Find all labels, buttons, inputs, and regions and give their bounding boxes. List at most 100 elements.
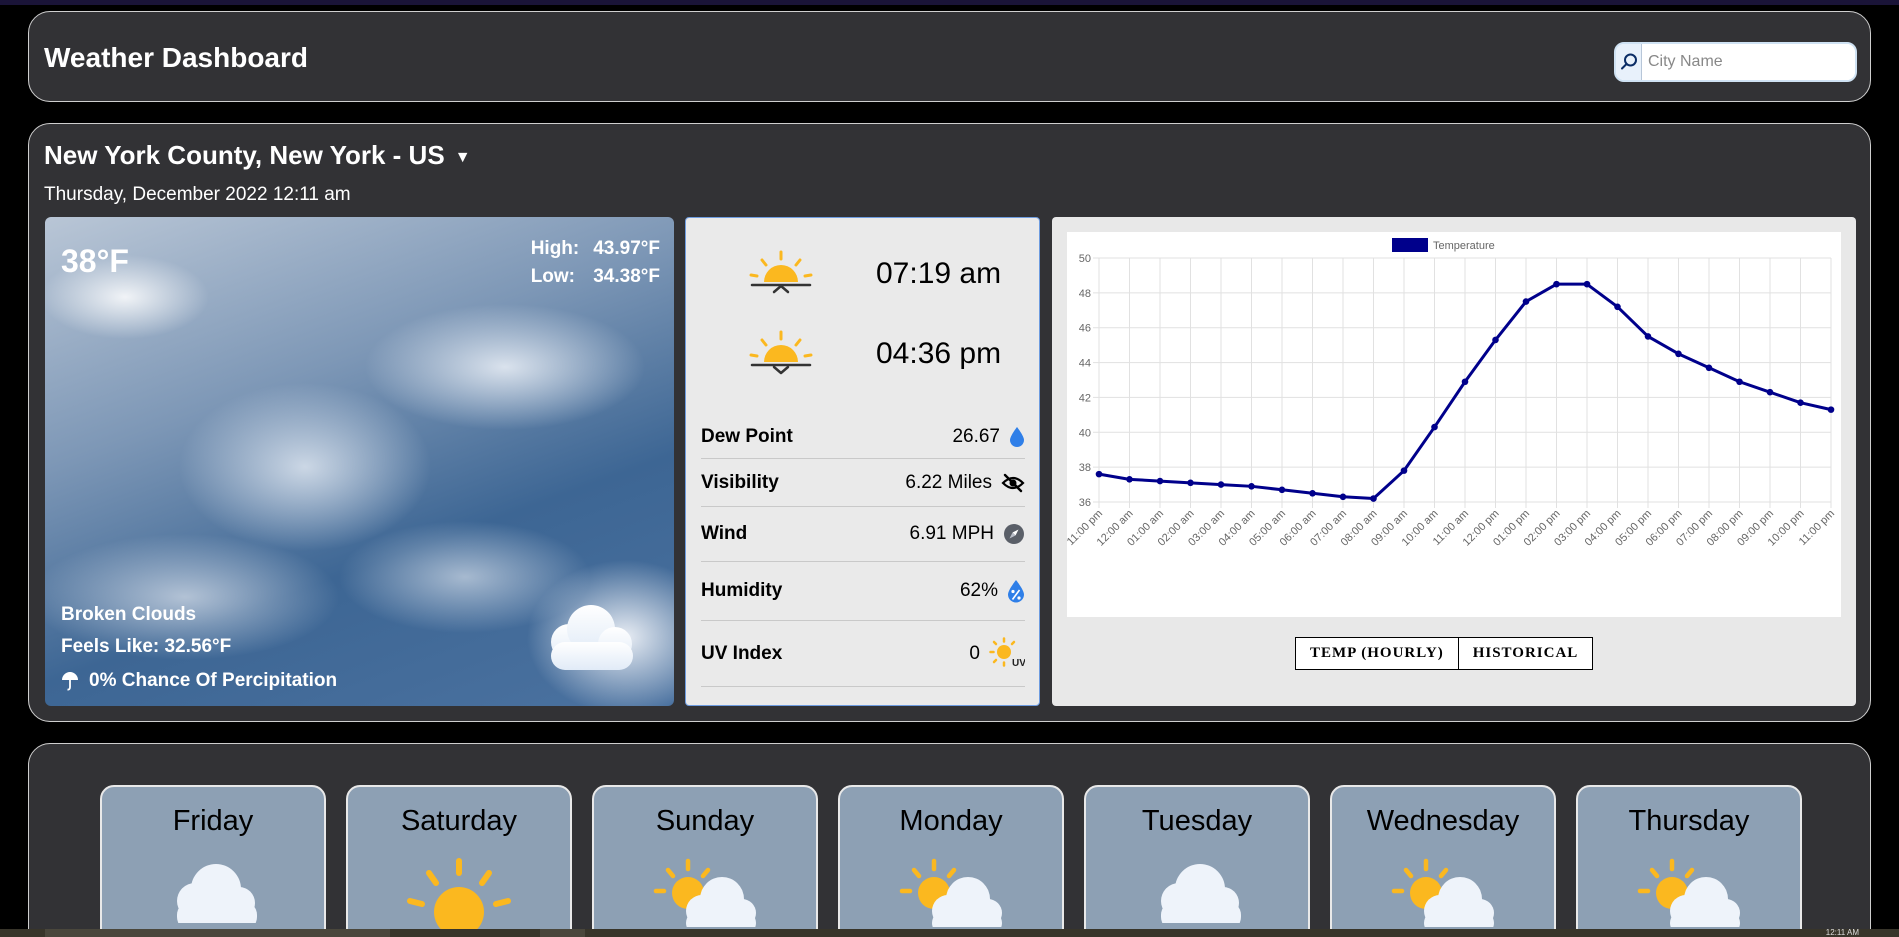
forecast-day: Friday bbox=[172, 805, 254, 837]
forecast-card-friday[interactable]: Friday bbox=[100, 785, 326, 937]
tab-temp-hourly[interactable]: TEMP (HOURLY) bbox=[1295, 637, 1459, 670]
current-temperature: 38°F bbox=[61, 243, 129, 279]
search-input[interactable] bbox=[1642, 44, 1855, 80]
header-bar: Weather Dashboard bbox=[28, 11, 1871, 102]
temperature-point bbox=[1827, 406, 1835, 413]
partly-cloudy-icon bbox=[653, 858, 756, 927]
current-weather-panel: New York County, New York - US ▼ Thursda… bbox=[28, 123, 1871, 722]
detail-list: Dew Point 26.67 Visibility 6.22 Miles Wi… bbox=[701, 415, 1025, 687]
legend-label: Temperature bbox=[1433, 240, 1495, 252]
search-button[interactable] bbox=[1616, 44, 1642, 80]
temperature-chart: 36 38 40 42 44 46 48 50 11:00 pm 12:00 am 01:00 am… bbox=[1065, 232, 1841, 617]
detail-label: UV Index bbox=[701, 642, 783, 664]
detail-label: Dew Point bbox=[701, 425, 793, 447]
forecast-day: Sunday bbox=[655, 805, 755, 837]
temperature-point bbox=[1736, 378, 1743, 386]
temperature-point bbox=[1217, 481, 1225, 488]
temperature-point bbox=[1553, 280, 1560, 288]
y-tick-label: 48 bbox=[1079, 288, 1091, 300]
forecast-card-saturday[interactable]: Saturday bbox=[346, 785, 572, 937]
temperature-point bbox=[1675, 350, 1682, 358]
low-label: Low: bbox=[530, 266, 576, 287]
high-low-temps: High: 43.97°F Low: 34.38°F bbox=[531, 235, 660, 291]
detail-label: Visibility bbox=[701, 471, 779, 493]
taskbar-search[interactable] bbox=[45, 929, 390, 937]
detail-value: 6.22 Miles bbox=[905, 471, 992, 493]
high-label: High: bbox=[530, 238, 580, 259]
low-value: 34.38°F bbox=[593, 266, 660, 287]
os-taskbar: 12:11 AM bbox=[0, 929, 1899, 937]
sunrise-time: 07:19 am bbox=[876, 257, 1002, 290]
partly-cloudy-icon bbox=[1637, 858, 1740, 927]
sunrise-icon bbox=[749, 250, 813, 294]
sunset-icon bbox=[749, 330, 813, 375]
uv-sun-icon: UV bbox=[989, 636, 1025, 669]
eye-slash-icon bbox=[1001, 473, 1025, 492]
sunset-time: 04:36 pm bbox=[876, 337, 1002, 370]
current-conditions-card: 38°F High: 43.97°F Low: 34.38°F Broken Clo… bbox=[45, 217, 674, 706]
forecast-day: Wednesday bbox=[1366, 805, 1520, 837]
taskbar-clock: 12:11 AM bbox=[1825, 928, 1859, 937]
y-tick-label: 36 bbox=[1079, 497, 1091, 509]
weather-description: Broken Clouds bbox=[61, 604, 197, 625]
browser-top-strip bbox=[0, 0, 1899, 5]
precipitation-chance: 0% Chance Of Percipitation bbox=[61, 670, 337, 692]
detail-value: 0 bbox=[969, 642, 980, 664]
cloud-icon bbox=[1161, 864, 1241, 923]
temperature-chart-panel: 36 38 40 42 44 46 48 50 11:00 pm 12:00 am 01:00 am… bbox=[1052, 217, 1856, 706]
search-icon bbox=[1620, 53, 1637, 70]
temperature-point bbox=[1766, 388, 1774, 396]
temperature-point bbox=[1278, 486, 1286, 494]
feels-like: Feels Like: 32.56°F bbox=[61, 636, 232, 657]
temperature-point bbox=[1309, 489, 1316, 497]
y-tick-label: 44 bbox=[1079, 358, 1091, 370]
partly-cloudy-icon bbox=[1391, 858, 1494, 927]
caret-down-icon: ▼ bbox=[454, 148, 471, 166]
temperature-point bbox=[1187, 479, 1194, 487]
forecast-panel: Friday Saturday Sunday Monday bbox=[28, 743, 1871, 937]
legend-swatch bbox=[1392, 238, 1428, 252]
cloud-icon bbox=[177, 864, 257, 923]
detail-label: Humidity bbox=[701, 580, 783, 601]
forecast-card-monday[interactable]: Monday bbox=[838, 785, 1064, 937]
detail-value: 62% bbox=[959, 580, 998, 601]
location-dropdown[interactable]: New York County, New York - US ▼ bbox=[44, 140, 471, 171]
sunset-row: 04:36 pm bbox=[686, 323, 1039, 383]
y-tick-label: 50 bbox=[1079, 253, 1091, 265]
temperature-point bbox=[1522, 298, 1530, 305]
search-box bbox=[1614, 42, 1857, 82]
temperature-point bbox=[1461, 378, 1469, 386]
forecast-card-sunday[interactable]: Sunday bbox=[592, 785, 818, 937]
temperature-point bbox=[1431, 423, 1438, 431]
partly-cloudy-icon bbox=[899, 858, 1002, 927]
detail-value: 6.91 MPH bbox=[909, 523, 994, 544]
temperature-point bbox=[1339, 493, 1347, 501]
forecast-day: Thursday bbox=[1628, 805, 1750, 837]
y-tick-label: 40 bbox=[1079, 427, 1091, 439]
temperature-point bbox=[1126, 476, 1133, 483]
humidity-percent-icon bbox=[1008, 580, 1024, 603]
sun-and-details-panel: 07:19 am 04:36 pm Dew Point 26.67 bbox=[685, 217, 1040, 706]
forecast-card-thursday[interactable]: Thursday bbox=[1576, 785, 1802, 937]
y-tick-label: 42 bbox=[1079, 392, 1091, 404]
temperature-point bbox=[1248, 483, 1255, 490]
forecast-card-tuesday[interactable]: Tuesday bbox=[1084, 785, 1310, 937]
temperature-point bbox=[1705, 364, 1713, 372]
detail-humidity: Humidity 62% bbox=[701, 562, 1025, 621]
detail-wind: Wind 6.91 MPH bbox=[701, 507, 1025, 562]
chart-tabs: TEMP (HOURLY) HISTORICAL bbox=[1295, 637, 1594, 670]
forecast-day: Tuesday bbox=[1141, 805, 1253, 837]
temperature-point bbox=[1797, 399, 1804, 406]
detail-value: 26.67 bbox=[952, 425, 1000, 447]
forecast-day: Monday bbox=[899, 805, 1003, 837]
location-name: New York County, New York - US bbox=[44, 140, 445, 170]
compass-icon bbox=[1004, 524, 1024, 544]
tab-historical[interactable]: HISTORICAL bbox=[1458, 637, 1594, 670]
temperature-point bbox=[1644, 333, 1652, 340]
umbrella-icon bbox=[62, 672, 78, 691]
taskbar-app[interactable] bbox=[540, 929, 585, 937]
temperature-point bbox=[1492, 336, 1499, 344]
forecast-card-wednesday[interactable]: Wednesday bbox=[1330, 785, 1556, 937]
temperature-point bbox=[1156, 477, 1164, 485]
